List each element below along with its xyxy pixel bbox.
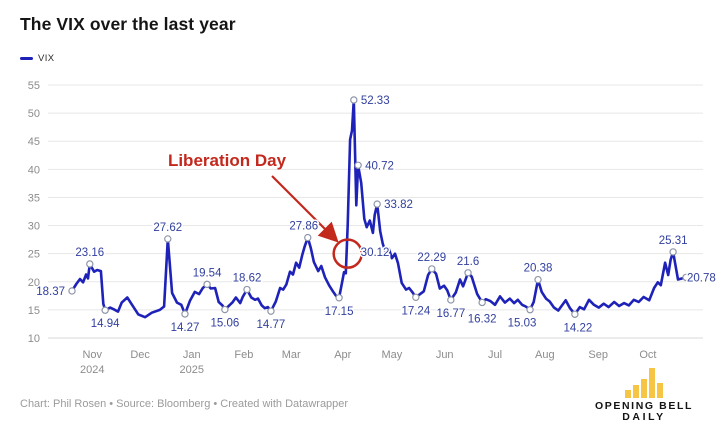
data-point-marker xyxy=(571,310,579,318)
x-tick-label: Oct xyxy=(639,349,656,361)
x-tick-label: Apr xyxy=(334,349,351,361)
y-tick-label: 40 xyxy=(28,164,40,176)
y-tick-label: 30 xyxy=(28,221,40,233)
data-point-label: 16.32 xyxy=(468,313,497,325)
data-point-label: 16.77 xyxy=(436,308,465,320)
data-point-label: 22.29 xyxy=(417,252,446,264)
y-tick-label: 10 xyxy=(28,333,40,345)
data-point-label: 40.72 xyxy=(365,160,394,172)
data-point-marker xyxy=(447,296,455,304)
data-point-marker xyxy=(203,280,211,289)
data-point-marker xyxy=(267,307,275,315)
data-point-label: 15.03 xyxy=(508,318,537,330)
data-point-label: 15.06 xyxy=(210,318,239,330)
data-point-marker xyxy=(464,269,472,277)
data-point-marker xyxy=(335,294,343,302)
logo-bar xyxy=(641,379,647,398)
data-point-marker xyxy=(669,248,677,256)
y-tick-label: 20 xyxy=(28,277,40,289)
x-tick-label: Feb xyxy=(234,349,253,361)
annotation-circle xyxy=(332,238,363,269)
data-point-label: 52.33 xyxy=(361,95,390,107)
logo-text-line1: OPENING BELL xyxy=(595,400,693,412)
x-tick-label: Sep xyxy=(588,349,608,361)
bar-chart-icon xyxy=(585,366,703,398)
data-point-marker xyxy=(181,310,189,318)
data-point-label: 18.62 xyxy=(233,273,262,285)
data-point-label: 14.22 xyxy=(563,322,592,334)
data-point-label: 30.12 xyxy=(361,247,390,259)
data-point-marker xyxy=(354,161,362,169)
logo-bar xyxy=(649,368,655,398)
data-point-marker xyxy=(428,265,436,273)
y-tick-label: 35 xyxy=(28,192,40,204)
legend-label: VIX xyxy=(38,53,55,64)
data-point-label: 25.31 xyxy=(659,235,688,247)
annotation-arrow xyxy=(271,175,339,243)
y-tick-label: 55 xyxy=(28,80,40,92)
data-point-marker xyxy=(164,235,172,243)
x-tick-label: Jun xyxy=(436,349,454,361)
data-point-marker xyxy=(350,96,358,104)
data-point-marker xyxy=(412,293,420,301)
y-tick-label: 15 xyxy=(28,305,40,317)
x-tick-label: Mar xyxy=(282,349,301,361)
y-tick-label: 25 xyxy=(28,249,40,261)
data-point-label: 27.62 xyxy=(153,222,182,234)
vix-line-path xyxy=(70,98,688,319)
data-point-label: 19.54 xyxy=(193,267,222,279)
data-point-marker xyxy=(534,275,542,284)
x-tick-year-label: 2024 xyxy=(80,364,104,376)
opening-bell-daily-logo: OPENING BELL DAILY xyxy=(585,366,703,423)
y-tick-label: 50 xyxy=(28,108,40,120)
data-point-marker xyxy=(682,273,690,282)
data-point-label: 18.37 xyxy=(36,286,65,298)
data-point-marker xyxy=(478,298,486,307)
data-point-label: 17.24 xyxy=(401,305,430,317)
logo-bar xyxy=(657,383,663,398)
data-point-label: 20.38 xyxy=(524,263,553,275)
x-tick-label: May xyxy=(382,349,403,361)
footer-credit: Chart: Phil Rosen • Source: Bloomberg • … xyxy=(20,398,349,410)
logo-bar xyxy=(633,385,639,398)
y-tick-label: 45 xyxy=(28,136,40,148)
data-point-label: 17.15 xyxy=(325,306,354,318)
data-point-label: 27.86 xyxy=(289,221,318,233)
x-tick-label: Aug xyxy=(535,349,555,361)
data-point-marker xyxy=(304,233,312,242)
data-point-label: 20.78 xyxy=(687,272,716,284)
data-point-label: 23.16 xyxy=(75,247,104,259)
data-point-marker xyxy=(68,287,76,295)
x-tick-label: Jan xyxy=(183,349,201,361)
logo-bar xyxy=(625,390,631,398)
data-point-label: 21.6 xyxy=(457,256,479,268)
vix-line-swatch-icon xyxy=(20,57,33,60)
data-point-marker xyxy=(373,200,381,208)
data-point-marker xyxy=(243,285,251,294)
chart-title: The VIX over the last year xyxy=(20,14,236,34)
data-point-label: 14.77 xyxy=(257,319,286,331)
x-tick-label: Dec xyxy=(130,349,150,361)
data-point-marker xyxy=(221,305,229,314)
data-point-label: 14.27 xyxy=(171,322,200,334)
x-tick-year-label: 2025 xyxy=(179,364,203,376)
logo-text-line2: DAILY xyxy=(622,411,666,423)
data-point-marker xyxy=(86,260,94,268)
x-tick-label: Nov xyxy=(82,349,102,361)
x-tick-label: Jul xyxy=(488,349,502,361)
data-point-label: 14.94 xyxy=(91,318,120,330)
legend: VIX xyxy=(20,53,55,64)
data-point-label: 33.82 xyxy=(384,199,413,211)
data-point-marker xyxy=(101,306,109,314)
annotation-label: Liberation Day xyxy=(168,151,287,170)
data-point-marker xyxy=(526,306,534,314)
